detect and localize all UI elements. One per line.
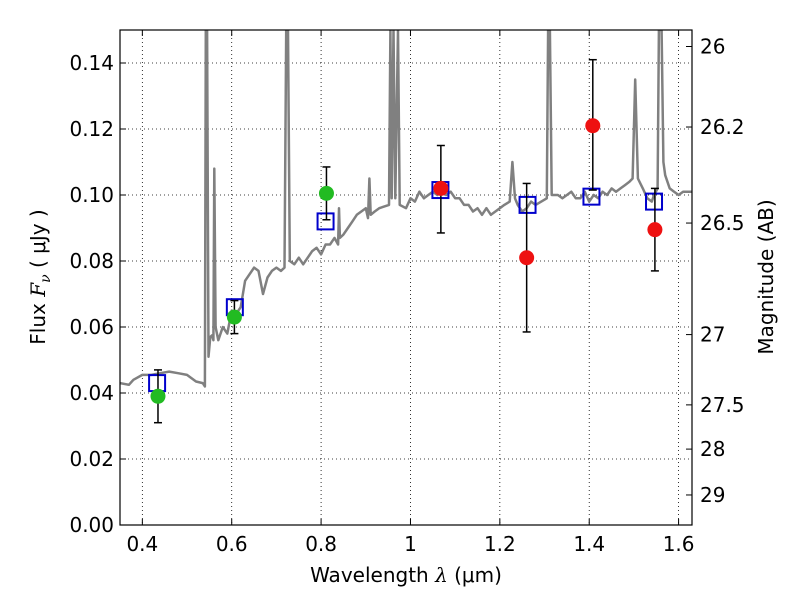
model-flux-square <box>316 212 335 231</box>
x-tick-label: 0.4 <box>126 532 158 556</box>
right-tick-label: 27 <box>700 323 725 347</box>
observed-flux-point <box>433 180 449 196</box>
observed-flux-point <box>226 309 242 325</box>
right-tick-label: 26 <box>700 35 725 59</box>
model-flux-square <box>582 187 601 206</box>
y-tick-label: 0.10 <box>69 183 114 207</box>
x-tick-label: 1.2 <box>484 532 516 556</box>
x-tick-label: 1.4 <box>573 532 605 556</box>
y-tick-label: 0.14 <box>69 51 114 75</box>
x-tick-label: 1.6 <box>663 532 695 556</box>
right-tick-label: 26.5 <box>700 211 745 235</box>
y-tick-label: 0.06 <box>69 315 114 339</box>
observed-flux-point <box>318 185 334 201</box>
y-axis-title: Flux Fν ( μJy ) <box>26 209 54 344</box>
x-tick-label: 0.8 <box>305 532 337 556</box>
y-tick-label: 0.08 <box>69 249 114 273</box>
y-tick-label: 0.12 <box>69 117 114 141</box>
y-tick-label: 0.02 <box>69 447 114 471</box>
plot-area <box>120 30 692 424</box>
right-tick-label: 26.2 <box>700 115 745 139</box>
x-axis-title: Wavelength λ (μm) <box>310 563 502 587</box>
model-flux-square <box>518 195 537 214</box>
right-tick-label: 27.5 <box>700 393 745 417</box>
ticks: 0.4 0.6 0.8 1 1.2 1.4 1.6 0.00 0.02 0.04 0.06 0.08 0… <box>69 30 745 556</box>
observed-flux-point <box>647 222 663 238</box>
x-tick-label: 1 <box>404 532 417 556</box>
right-axis-title: Magnitude (AB) <box>754 199 778 354</box>
right-tick-label: 29 <box>700 483 725 507</box>
observed-flux-point <box>519 250 535 266</box>
right-tick-label: 28 <box>700 437 725 461</box>
x-tick-label: 0.6 <box>216 532 248 556</box>
plot-frame <box>119 29 693 526</box>
observed-flux-point <box>585 118 601 134</box>
observed-flux-point <box>150 388 166 404</box>
y-tick-label: 0.00 <box>69 513 114 537</box>
y-tick-label: 0.04 <box>69 381 114 405</box>
model-flux-square <box>645 192 664 211</box>
